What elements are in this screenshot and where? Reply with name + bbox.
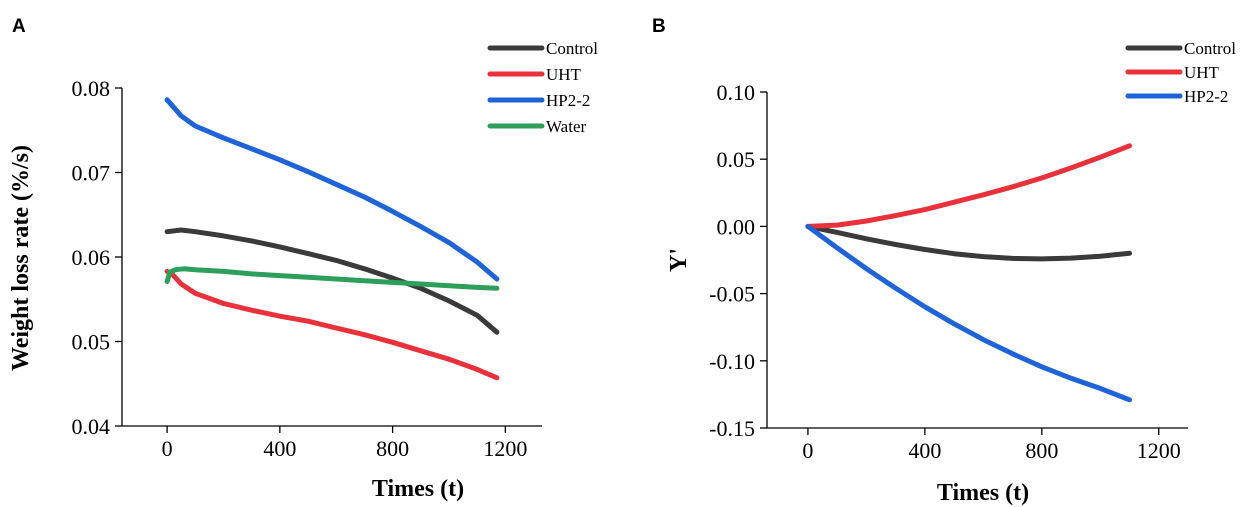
panel-a-y-tick-label: 0.06 xyxy=(72,245,111,270)
panel-b-x-tick-label: 400 xyxy=(908,438,941,463)
panel-a-legend: Control UHT HP2-2 Water xyxy=(487,39,598,136)
panel-a-x-tick-label: 800 xyxy=(376,436,409,461)
panel-a-x-tick-label: 400 xyxy=(263,436,296,461)
panel-a-series-hp2-2 xyxy=(164,97,500,282)
panel-a-x-tick-label: 0 xyxy=(162,436,173,461)
panel-b-y-tick-label: 0.00 xyxy=(717,214,756,239)
panel-b-x-tick-label: 800 xyxy=(1025,438,1058,463)
panel-b-y-title: Y' xyxy=(666,248,692,272)
panel-a-series-uht xyxy=(164,268,500,381)
panel-a-letter: A xyxy=(12,16,26,37)
panel-a-y-tick-label: 0.05 xyxy=(72,330,111,355)
panel-b-legend: Control UHT HP2-2 xyxy=(1125,39,1236,106)
legend-label: HP2-2 xyxy=(1184,87,1228,106)
panel-b-series-uht xyxy=(805,143,1132,229)
panel-a-x-tick-label: 1200 xyxy=(483,436,527,461)
panel-a-series-control xyxy=(164,227,500,335)
panel-a-y-tick-label: 0.04 xyxy=(72,414,111,439)
legend-label: Control xyxy=(546,39,598,58)
panel-b-series-control xyxy=(805,223,1132,262)
panel-b-series-hp2-2 xyxy=(805,223,1132,403)
panel-b-y-tick-label: -0.15 xyxy=(709,416,755,441)
legend-label: UHT xyxy=(546,65,582,84)
panel-a-y-tick-label: 0.07 xyxy=(72,161,111,186)
panel-b-letter: B xyxy=(652,16,666,37)
panel-b-y-tick-label: 0.10 xyxy=(717,80,756,105)
panel-b-x-title: Times (t) xyxy=(937,480,1029,506)
legend-label: Control xyxy=(1184,39,1236,58)
panel-b: B -0.15 -0.10 -0.05 0.00 0.05 0.10 0 400 800 120… xyxy=(652,16,1236,506)
panel-a-series-water xyxy=(164,266,500,291)
legend-label: Water xyxy=(546,117,586,136)
panel-a: A 0.04 0.05 0.06 0.07 0.08 0 400 800 1200 Times… xyxy=(8,16,598,502)
panel-a-y-title: Weight loss rate (%/s) xyxy=(8,145,34,371)
panel-a-y-tick-label: 0.08 xyxy=(72,76,111,101)
panel-b-y-tick-label: -0.10 xyxy=(709,349,755,374)
legend-label: UHT xyxy=(1184,63,1220,82)
panel-a-x-title: Times (t) xyxy=(372,476,464,502)
panel-b-x-tick-label: 1200 xyxy=(1137,438,1181,463)
legend-label: HP2-2 xyxy=(546,91,590,110)
panel-b-y-tick-label: -0.05 xyxy=(709,282,755,307)
panel-b-y-tick-label: 0.05 xyxy=(717,147,756,172)
panel-b-x-tick-label: 0 xyxy=(802,438,813,463)
